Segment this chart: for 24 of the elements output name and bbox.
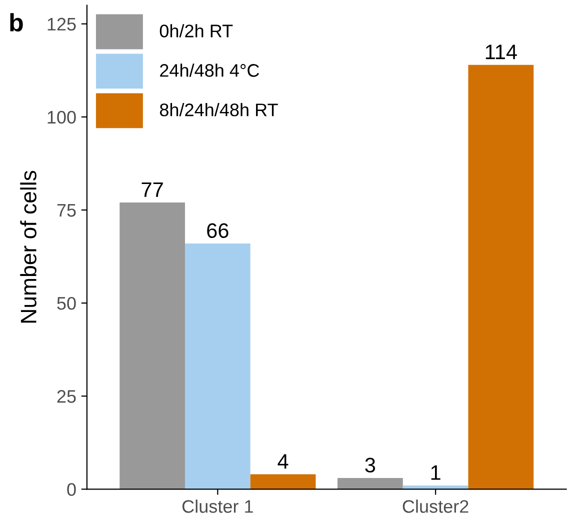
y-tick-label: 125 <box>48 18 76 31</box>
y-tick-label: 100 <box>48 110 76 124</box>
text: b <box>10 13 23 32</box>
data-label: 114 <box>486 44 517 60</box>
bar <box>120 202 185 490</box>
data-label: 4 <box>278 454 288 469</box>
legend-label: 0h/2h RT <box>160 24 233 38</box>
data-label: 3 <box>365 458 376 473</box>
legend-label: 24h/48h 4°C <box>160 64 260 77</box>
x-tick-label: Cluster2 <box>402 500 468 513</box>
bar <box>250 474 316 490</box>
bar <box>338 478 403 490</box>
bar <box>184 244 250 490</box>
data-label: 1 <box>431 465 440 480</box>
y-tick-label: 75 <box>57 204 76 217</box>
data-label: 66 <box>207 223 228 238</box>
y-tick-label: 0 <box>67 483 76 496</box>
y-tick-label: 25 <box>57 390 76 403</box>
bar <box>468 64 534 490</box>
x-tick-label: Cluster 1 <box>182 500 253 513</box>
y-axis-title: Number of cells <box>20 170 36 323</box>
data-label: 77 <box>142 182 163 197</box>
legend-label: 8h/24h/48h RT <box>160 103 278 116</box>
y-tick-label: 50 <box>57 296 76 310</box>
